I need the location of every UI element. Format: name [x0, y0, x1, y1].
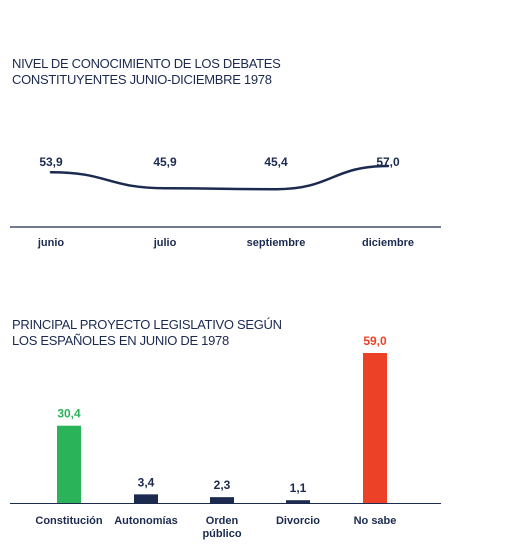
bar-category-label: Autonomías: [114, 515, 178, 527]
line-category-label: julio: [153, 237, 177, 249]
bar: [363, 353, 387, 503]
line-chart-title: NIVEL DE CONOCIMIENTO DE LOS DEBATES CON…: [12, 56, 281, 87]
line-data-label: 45,9: [153, 155, 177, 169]
line-chart: 53,9 45,9 45,4 57,0 junio julio septiembre dici…: [10, 155, 441, 249]
bar-data-label: 2,3: [214, 478, 231, 492]
line-data-label: 45,4: [264, 155, 288, 169]
bar-chart-title: PRINCIPAL PROYECTO LEGISLATIVO SEGÚN LOS…: [12, 317, 282, 348]
bar-category-label: Divorcio: [276, 515, 320, 527]
line-series: [49, 164, 390, 191]
bar-category-label: Constitución: [35, 515, 102, 527]
line-category-label: diciembre: [362, 237, 414, 249]
line-category-label: junio: [37, 237, 65, 249]
bar: [134, 494, 158, 503]
line-data-label: 57,0: [376, 155, 400, 169]
bar: [286, 500, 310, 503]
line-category-label: septiembre: [247, 237, 306, 249]
bar-data-label: 3,4: [138, 475, 155, 489]
bar: [210, 497, 234, 503]
line-data-label: 53,9: [39, 155, 63, 169]
bar-data-label: 30,4: [57, 407, 81, 421]
bar-data-label: 59,0: [363, 334, 387, 348]
bar: [57, 425, 81, 503]
bar-category-label: No sabe: [354, 515, 397, 527]
bar-data-label: 1,1: [290, 481, 307, 495]
bar-category-label: Orden público: [202, 515, 241, 540]
